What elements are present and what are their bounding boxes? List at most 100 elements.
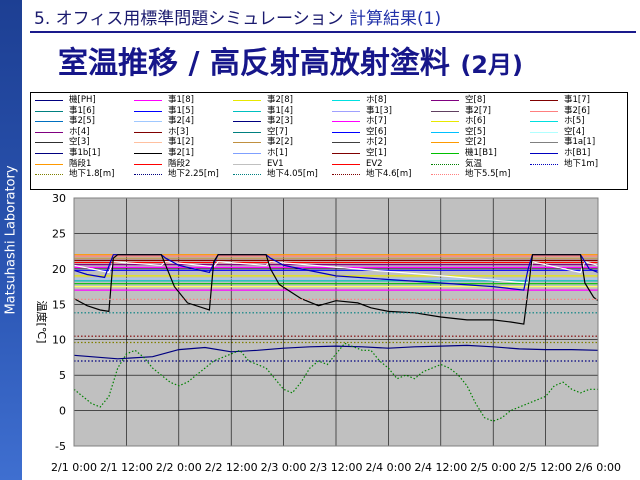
y-tick-label: 25 xyxy=(52,227,66,240)
y-tick-label: -5 xyxy=(55,440,66,453)
legend-swatch xyxy=(530,153,558,154)
section-header: 5. オフィス用標準問題シミュレーション 計算結果(1) xyxy=(34,4,441,29)
y-axis-label: 温度[℃] xyxy=(35,301,49,344)
section-name: オフィス用標準問題シミュレーション xyxy=(55,9,344,29)
legend-label: 気温 xyxy=(465,158,483,169)
y-tick-label: 15 xyxy=(52,298,66,311)
legend-label: 事1[5] xyxy=(168,105,194,116)
legend-swatch xyxy=(35,174,63,176)
legend-swatch xyxy=(35,153,63,154)
legend-swatch xyxy=(332,131,360,133)
legend-swatch xyxy=(530,100,558,101)
section-number: 5. xyxy=(34,9,51,29)
legend-label: ホ[4] xyxy=(69,126,90,137)
x-tick-label: 2/3 0:00 xyxy=(261,461,307,474)
legend-swatch xyxy=(431,100,459,101)
legend-swatch xyxy=(431,142,459,144)
series-line xyxy=(73,344,599,360)
legend-label: 空[1] xyxy=(366,148,387,158)
legend-label: 地下5.5[m] xyxy=(465,169,511,180)
page-title-sub: (2月) xyxy=(460,51,523,79)
page-title: 室温推移 / 高反射高放射塗料 (2月) xyxy=(58,38,523,82)
legend-swatch xyxy=(134,163,162,165)
series-line xyxy=(73,342,598,422)
legend-swatch xyxy=(332,174,360,176)
legend-label: 階段1 xyxy=(69,158,92,169)
legend-swatch xyxy=(35,110,63,112)
legend-label: ホ[2] xyxy=(366,137,387,148)
legend-label: ホ[1] xyxy=(267,148,288,158)
x-tick-label: 2/4 0:00 xyxy=(365,461,411,474)
legend-swatch xyxy=(233,174,261,176)
legend-swatch xyxy=(530,163,558,165)
x-tick-label: 2/5 12:00 xyxy=(519,461,572,474)
legend-label: 階段2 xyxy=(168,158,191,169)
legend-swatch xyxy=(35,100,63,101)
legend-swatch xyxy=(233,163,261,165)
legend-label: 事1[7] xyxy=(564,95,590,105)
legend-label: 事1[2] xyxy=(168,137,194,148)
legend-swatch xyxy=(431,153,459,154)
x-tick-label: 2/3 12:00 xyxy=(310,461,363,474)
legend-swatch xyxy=(431,163,459,165)
plot-border xyxy=(73,197,599,447)
legend-swatch xyxy=(431,131,459,133)
series-line xyxy=(73,254,599,325)
legend-label: 事1[3] xyxy=(366,105,392,116)
legend-label: 事1[8] xyxy=(168,95,194,105)
legend-swatch xyxy=(134,174,162,176)
legend-swatch xyxy=(35,131,63,133)
legend-label: 事1[4] xyxy=(267,105,293,116)
legend-swatch xyxy=(134,100,162,101)
y-tick-label: 0 xyxy=(59,405,66,418)
legend-label: 地下1.8[m] xyxy=(69,169,115,180)
legend-label: ホ[3] xyxy=(168,126,189,137)
legend-swatch xyxy=(233,131,261,133)
legend-swatch xyxy=(530,131,558,133)
x-tick-label: 2/1 0:00 xyxy=(51,461,97,474)
legend-label: 空[2] xyxy=(465,137,486,148)
legend-swatch xyxy=(134,121,162,123)
legend-swatch xyxy=(134,131,162,133)
legend-swatch xyxy=(35,163,63,165)
legend-label: 空[6] xyxy=(366,126,387,137)
page-title-main: 室温推移 / 高反射高放射塗料 xyxy=(58,46,450,81)
legend-label: 空[4] xyxy=(564,126,585,137)
legend-swatch xyxy=(233,153,261,154)
y-tick-label: 5 xyxy=(59,369,66,382)
legend-swatch xyxy=(233,121,261,123)
x-tick-label: 2/6 0:00 xyxy=(575,461,621,474)
legend-label: ホ[5] xyxy=(564,116,585,127)
legend-swatch xyxy=(530,142,558,144)
x-tick-label: 2/5 0:00 xyxy=(470,461,516,474)
x-tick-label: 2/1 12:00 xyxy=(100,461,153,474)
legend-label: 空[3] xyxy=(69,137,90,148)
legend-swatch xyxy=(332,121,360,123)
legend-label: ホ[6] xyxy=(465,116,486,127)
legend-swatch xyxy=(431,110,459,112)
legend-label: EV2 xyxy=(366,158,383,169)
legend-label: 機1[B1] xyxy=(465,148,497,158)
legend-swatch xyxy=(332,142,360,144)
legend-swatch xyxy=(431,174,459,176)
legend-swatch xyxy=(233,110,261,112)
x-tick-label: 2/2 0:00 xyxy=(156,461,202,474)
subsection-name: 計算結果(1) xyxy=(349,9,442,29)
sidebar-band: Matsuhashi Laboratory xyxy=(0,0,22,480)
legend-swatch xyxy=(332,163,360,165)
legend-label: 空[5] xyxy=(465,126,486,137)
legend-label: 事2[1] xyxy=(168,148,194,158)
legend-label: 地下2.25[m] xyxy=(168,169,219,180)
x-tick-label: 2/2 12:00 xyxy=(205,461,258,474)
legend-label: 事2[2] xyxy=(267,137,293,148)
legend-swatch xyxy=(35,121,63,123)
legend-swatch xyxy=(233,142,261,144)
legend-swatch xyxy=(233,100,261,101)
series-line xyxy=(73,261,599,284)
legend-label: 事2[8] xyxy=(267,95,293,105)
y-tick-label: 20 xyxy=(52,263,66,276)
chart-legend: 機[PH] 事1[8] 事2[8] ホ[8] 空[8] 事1[7] 事1[6] 事1[5] 事1… xyxy=(30,92,628,190)
x-tick-label: 2/4 12:00 xyxy=(414,461,467,474)
legend-label: 事2[4] xyxy=(168,116,194,127)
